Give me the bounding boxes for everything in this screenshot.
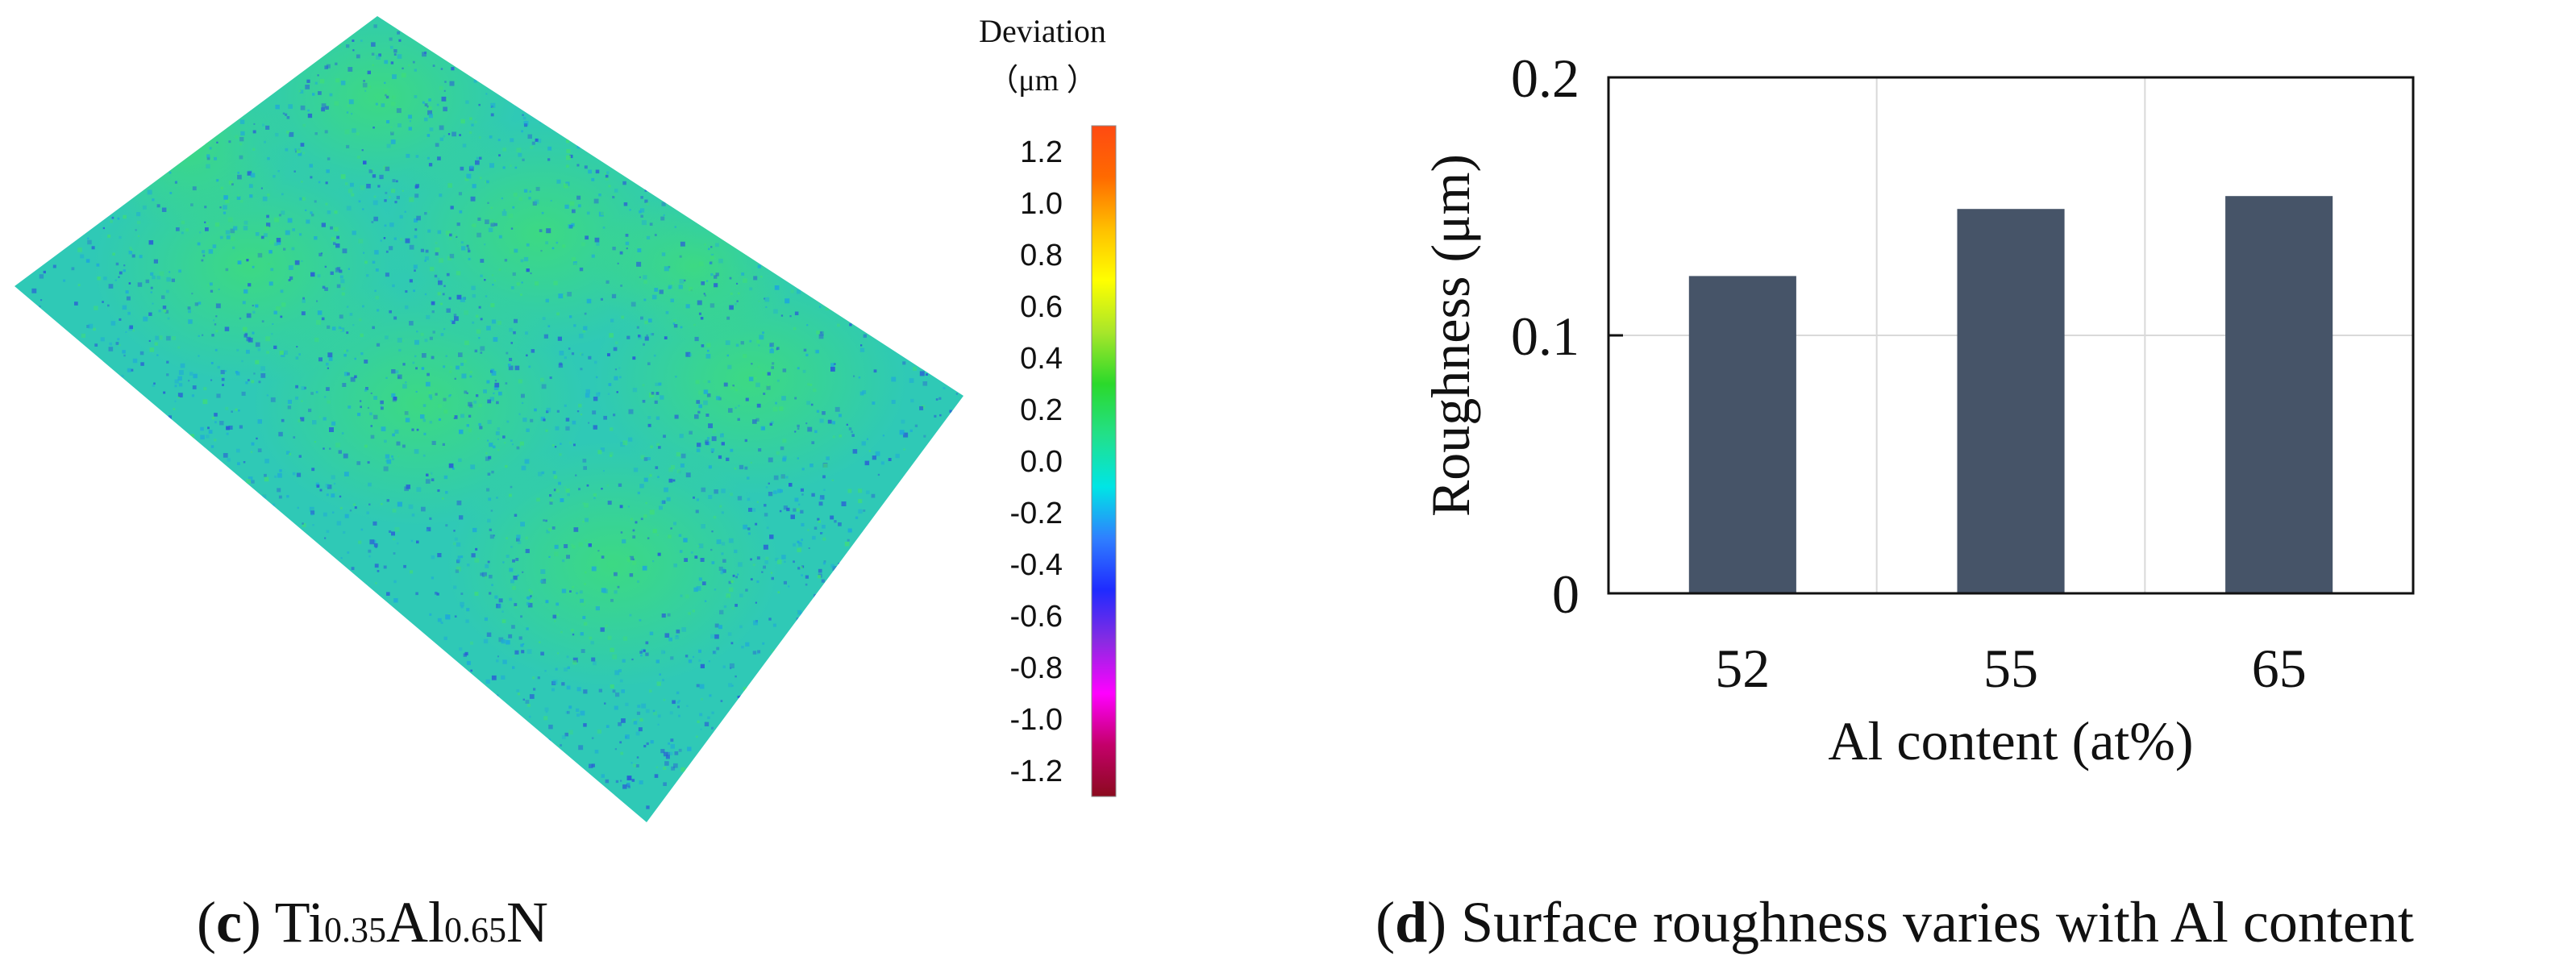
caption-d-text: Surface roughness varies with Al content bbox=[1461, 890, 2414, 954]
caption-c-el3: N bbox=[506, 890, 548, 954]
roughness-chart: 0 0.1 0.2 52 55 65 Roughness (μm) Al content… bbox=[1420, 48, 2415, 771]
bar-55 bbox=[1957, 209, 2065, 593]
x-axis-label: Al content (at%) bbox=[1828, 710, 2193, 771]
caption-d-letter: d bbox=[1395, 890, 1427, 954]
colorbar-tick-label: -0.8 bbox=[1010, 651, 1063, 685]
colorbar-tick-label: 0.6 bbox=[1020, 290, 1063, 324]
colorbar-tick-label: 0.2 bbox=[1020, 393, 1063, 427]
bar-52 bbox=[1688, 276, 1796, 593]
caption-d: (d) Surface roughness varies with Al con… bbox=[1375, 890, 2414, 954]
caption-c: (c) Ti0.35Al0.65N bbox=[197, 890, 548, 954]
bar-65 bbox=[2225, 196, 2333, 593]
colorbar-tick-label: -1.2 bbox=[1010, 755, 1063, 788]
colorbar-tick-label: 1.2 bbox=[1020, 135, 1063, 169]
colorbar-tick-label: 1.0 bbox=[1020, 187, 1063, 221]
caption-c-el1: Ti bbox=[275, 890, 324, 954]
surface-highlight bbox=[74, 63, 297, 227]
colorbar-gradient bbox=[1091, 125, 1117, 797]
colorbar-tick-label: 0.4 bbox=[1020, 342, 1063, 376]
surface-highlight bbox=[591, 190, 796, 342]
colorbar-tick-label: 0.8 bbox=[1020, 239, 1063, 272]
colorbar-tick-label: 0.0 bbox=[1020, 445, 1063, 479]
x-tick-label: 52 bbox=[1715, 638, 1770, 699]
colorbar: Deviation （μm ） 1.2 1.0 0.8 0.6 0.4 0.2 0.0 -0.… bbox=[979, 13, 1117, 797]
surface-highlight bbox=[252, 280, 586, 526]
colorbar-unit: （μm ） bbox=[988, 64, 1097, 98]
colorbar-tick-label: -0.2 bbox=[1010, 497, 1063, 530]
caption-c-sub2: 0.65 bbox=[444, 910, 506, 950]
x-tick-label: 55 bbox=[1983, 638, 2038, 699]
colorbar-title: Deviation bbox=[979, 13, 1106, 49]
y-tick-label: 0 bbox=[1552, 564, 1579, 625]
surface-highlight bbox=[446, 441, 780, 688]
colorbar-tick-label: -1.0 bbox=[1010, 703, 1063, 737]
caption-c-el2: Al bbox=[386, 890, 444, 954]
y-tick-label: 0.1 bbox=[1511, 306, 1579, 367]
y-axis-label: Roughness (μm) bbox=[1420, 154, 1481, 517]
surface-map bbox=[15, 16, 963, 822]
colorbar-tick-label: -0.6 bbox=[1010, 600, 1063, 634]
caption-c-letter: c bbox=[216, 890, 242, 954]
colorbar-tick-label: -0.4 bbox=[1010, 548, 1063, 582]
caption-c-sub1: 0.35 bbox=[324, 910, 386, 950]
y-tick-label: 0.2 bbox=[1511, 48, 1579, 109]
x-tick-label: 65 bbox=[2252, 638, 2307, 699]
